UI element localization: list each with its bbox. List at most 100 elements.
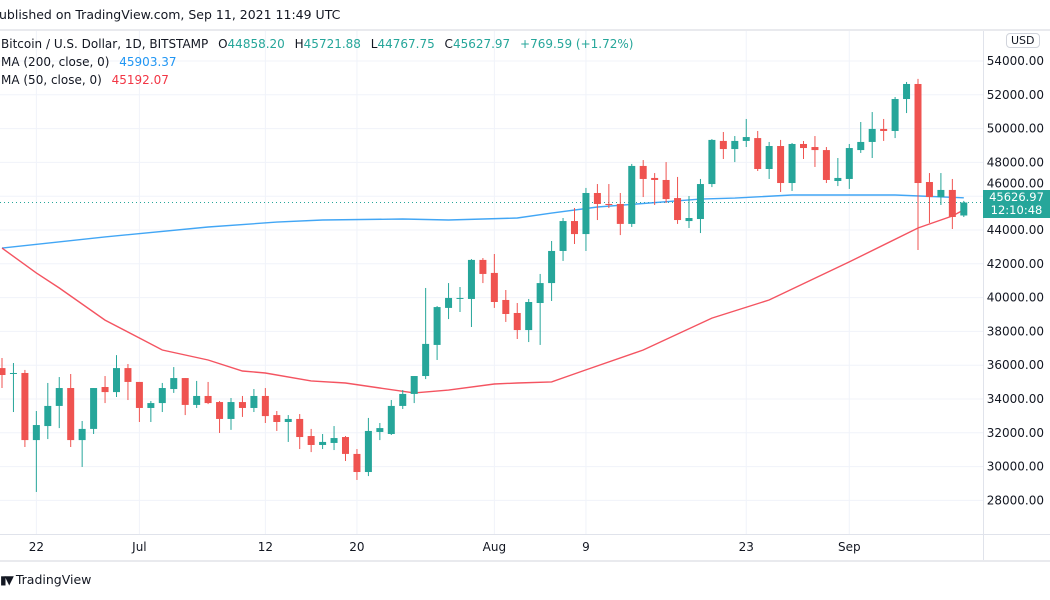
candle-body: [708, 139, 716, 185]
candle-body: [170, 378, 178, 390]
price-tick-label: 40000.00: [987, 291, 1044, 305]
candle-body: [868, 128, 876, 142]
price-tick-label: 34000.00: [987, 392, 1044, 406]
candle-up: [857, 122, 865, 153]
candle-body: [731, 140, 739, 150]
candle-down: [204, 381, 212, 405]
candle-down: [101, 376, 109, 404]
candle-body: [353, 453, 361, 473]
candle-body: [90, 388, 98, 429]
candle-down: [639, 160, 647, 198]
candle-body: [238, 402, 246, 408]
candle-up: [891, 96, 899, 139]
candle-up: [330, 426, 338, 451]
candle-body: [880, 128, 888, 131]
ma50-value: 45192.07: [111, 73, 169, 87]
candle-body: [44, 405, 52, 427]
candle-body: [788, 143, 796, 184]
candle-body: [559, 221, 567, 251]
candle-up: [90, 388, 98, 434]
currency-button[interactable]: USD: [1006, 33, 1040, 48]
candle-up: [376, 423, 384, 441]
symbol-legend: Bitcoin / U.S. Dollar, 1D, BITSTAMP O448…: [1, 37, 633, 51]
symbol-title[interactable]: Bitcoin / U.S. Dollar, 1D, BITSTAMP: [1, 37, 209, 51]
price-tick-label: 42000.00: [987, 257, 1044, 271]
candle-up: [685, 196, 693, 228]
candle-down: [616, 192, 624, 236]
candle-down: [662, 162, 670, 203]
candle-body: [330, 438, 338, 443]
candle-body: [135, 381, 143, 408]
candle-up: [559, 218, 567, 261]
candle-body: [101, 387, 109, 393]
candle-body: [21, 372, 29, 441]
candle-body: [719, 140, 727, 150]
candle-body: [651, 177, 659, 180]
candle-body: [525, 302, 533, 331]
price-tick-label: 36000.00: [987, 358, 1044, 372]
candle-body: [903, 83, 911, 100]
candle-up: [696, 178, 704, 234]
candle-body: [800, 143, 807, 149]
candle-up: [868, 112, 876, 159]
candle-down: [238, 395, 246, 417]
candle-down: [216, 401, 224, 433]
candle-body: [193, 395, 201, 405]
candle-body: [32, 425, 40, 441]
brand-name: TradingView: [15, 572, 92, 587]
candle-down: [0, 357, 6, 389]
candle-down: [651, 173, 659, 205]
candle-body: [422, 343, 430, 377]
candle-up: [548, 240, 556, 301]
ma200-value: 45903.37: [119, 55, 177, 69]
candle-body: [696, 184, 704, 220]
candle-down: [571, 208, 578, 245]
candle-down: [353, 449, 361, 480]
candle-body: [765, 146, 773, 169]
candle-body: [777, 146, 785, 184]
candle-down: [261, 388, 269, 424]
candle-body: [616, 203, 624, 224]
low-value: 44767.75: [377, 37, 435, 51]
close-label: C: [444, 37, 453, 51]
price-tick-label: 38000.00: [987, 324, 1044, 338]
candle-body: [742, 137, 750, 141]
candle-body: [857, 141, 865, 151]
candle-up: [55, 377, 63, 429]
open-label: O: [218, 37, 228, 51]
candle-body: [754, 138, 762, 169]
time-tick-label: 9: [582, 540, 590, 554]
candle-down: [674, 176, 682, 224]
time-axis[interactable]: 22 Jul 12 20 Aug 9 23 Sep: [29, 540, 861, 554]
candle-down: [502, 290, 510, 322]
candle-up: [170, 367, 178, 393]
candle-up: [410, 376, 418, 404]
candle-body: [445, 297, 453, 308]
candle-body: [467, 259, 475, 299]
ma200-line: [1, 194, 964, 249]
ma200-legend[interactable]: MA (200, close, 0) 45903.37: [1, 55, 177, 69]
ma50-legend[interactable]: MA (50, close, 0) 45192.07: [1, 73, 169, 87]
candle-down: [822, 147, 830, 184]
candle-down: [925, 173, 933, 224]
candle-up: [433, 306, 441, 360]
price-tick-label: 32000.00: [987, 426, 1044, 440]
time-tick-label: 23: [739, 540, 754, 554]
candle-down: [124, 364, 132, 401]
candle-up: [113, 355, 120, 397]
price-tick-label: 44000.00: [987, 223, 1044, 237]
price-axis[interactable]: 54000.00 52000.00 50000.00 48000.00 46000.00…: [987, 54, 1044, 507]
candle-up: [147, 401, 155, 422]
candle-up: [399, 390, 407, 409]
candle-body: [490, 272, 498, 303]
candle-body: [261, 395, 269, 417]
candle-down: [181, 378, 189, 416]
tradingview-logo[interactable]: ▮▼ TradingView: [0, 572, 91, 587]
candle-up: [227, 397, 235, 430]
candle-up: [387, 400, 395, 436]
candle-up: [708, 139, 716, 188]
candle-body: [376, 428, 384, 432]
candle-body: [181, 378, 189, 405]
time-tick-label: 20: [349, 540, 364, 554]
